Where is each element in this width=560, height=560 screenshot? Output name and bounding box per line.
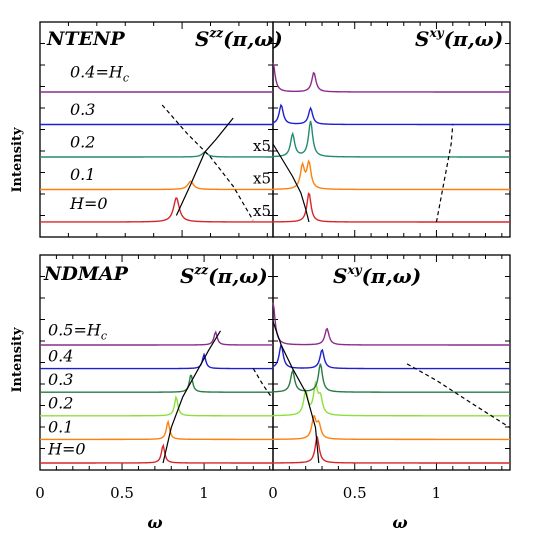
dashed-guide-line [435,124,454,223]
series-line-3-0 [273,435,510,464]
sample-label-ntenp: NTENP [46,28,125,50]
field-label: 0.4=Hc [70,62,129,84]
x-axis-label-right: ω [392,513,407,532]
plot-layer: 0 0.5 1 0 0.5 1 0.4=Hc 0.3 0.2 0.1 H=0 x5 x5 x5 0.5=Hc… [35,21,511,502]
field-label: 0.2 [48,394,73,413]
field-label: 0.2 [70,132,95,151]
series-line-3-3 [272,363,510,393]
panel-title-text: Sxy(π,ω) [333,263,421,288]
x-tick-label: 0 [35,484,45,502]
x-tick-label: 0.5 [110,484,134,502]
series-line-3-4 [272,343,510,370]
dashed-guide-line [161,104,254,221]
series-line-0-1 [40,180,273,191]
sample-label-ndmap: NDMAP [43,263,129,285]
field-label: 0.3 [48,370,73,389]
scale-note: x5 [253,170,271,188]
series-line-3-2 [272,380,510,417]
field-label: H=0 [47,440,86,459]
series-line-2-4 [40,352,273,370]
scale-note: x5 [253,137,271,155]
panel-title-text: Szz(π,ω) [180,263,268,288]
series-line-2-2 [40,395,273,417]
field-label: 0.4 [48,347,73,366]
field-label: 0.1 [48,417,73,436]
series-line-0-0 [40,197,273,223]
panel-title-szz-top: Szz(π,ω) [195,26,283,51]
x-tick-label: 0 [268,484,278,502]
x-tick-label: 1 [432,484,442,502]
solid-guide-line [162,330,222,464]
series-line-1-3 [272,103,510,126]
series-line-3-1 [273,415,510,441]
series-line-1-0 [273,192,510,223]
dashed-guide-line [252,368,272,398]
panel-title-sxy-bottom: Sxy(π,ω) [333,263,421,288]
series-line-2-3 [40,374,273,393]
series-line-1-4 [272,62,510,93]
solid-guide-line [272,143,310,223]
field-label: 0.5=Hc [48,321,107,343]
series-line-1-2 [272,120,510,158]
x-tick-label: 1 [199,484,209,502]
panel-title-text: Szz(π,ω) [195,26,283,51]
panel-title-sxy-top: Sxy(π,ω) [415,26,503,51]
y-axis-label-top: Intensity [10,127,25,193]
field-label: 0.3 [70,100,95,119]
series-line-3-5 [272,302,510,346]
scale-note: x5 [253,202,271,220]
dashed-guide-line [406,363,511,429]
field-label: 0.1 [70,165,95,184]
series-line-2-0 [40,443,273,464]
x-axis-label-left: ω [147,513,162,532]
series-line-0-2 [40,151,273,158]
solid-guide-line [272,321,320,464]
panel-title-text: Sxy(π,ω) [415,26,503,51]
y-axis-label-bottom: Intensity [10,327,25,393]
series-line-2-5 [40,330,273,346]
series-line-1-1 [272,159,510,191]
x-tick-label: 0.5 [343,484,367,502]
field-label: H=0 [69,194,108,213]
series-line-2-1 [40,419,273,441]
panel-title-szz-bottom: Szz(π,ω) [180,263,268,288]
